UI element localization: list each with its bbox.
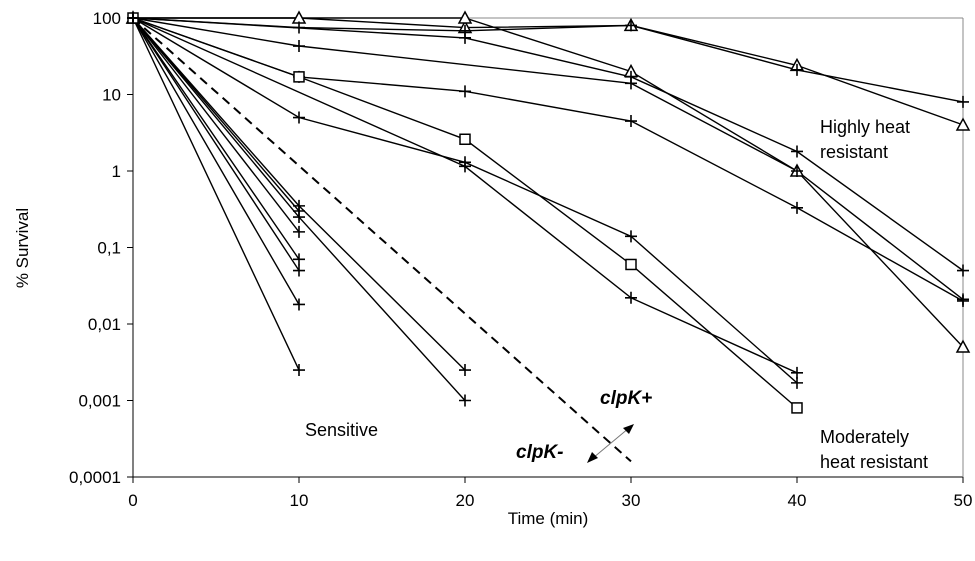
data-point-plus — [293, 21, 305, 34]
y-tick-label: 0,001 — [78, 392, 121, 411]
clpk-arrowhead-up — [623, 424, 634, 434]
data-point-plus — [459, 160, 471, 173]
series-line-16 — [132, 17, 300, 371]
x-tick-label: 40 — [788, 491, 807, 510]
data-point-plus — [957, 264, 969, 277]
data-point-plus — [293, 364, 305, 377]
data-point-plus — [957, 95, 969, 108]
x-ticks: 0 10 20 30 40 50 — [128, 477, 972, 510]
x-tick-label: 0 — [128, 491, 137, 510]
y-tick-label: 0,01 — [88, 315, 121, 334]
data-point-plus — [459, 85, 471, 98]
axes — [132, 17, 964, 478]
data-point-plus — [127, 12, 139, 24]
data-point-plus — [625, 115, 637, 128]
data-point-square — [625, 258, 637, 271]
y-tick-label: 1 — [112, 162, 121, 181]
annotation-sensitive: Sensitive — [305, 420, 378, 440]
data-point-square — [791, 402, 803, 414]
data-point-plus — [625, 19, 637, 32]
data-point-plus — [791, 165, 803, 177]
data-point-plus — [293, 205, 305, 217]
annotation-clpk-minus: clpK- — [516, 442, 564, 463]
data-point-plus — [293, 111, 305, 124]
data-point-plus — [791, 366, 803, 379]
data-point-plus — [293, 253, 305, 266]
series-line-3 — [132, 17, 964, 103]
y-tick-label: 0,1 — [97, 239, 121, 258]
data-point-plus — [791, 145, 803, 158]
annotation-highly-heat-line2: resistant — [820, 142, 888, 162]
data-point-plus — [625, 291, 637, 304]
data-point-plus — [791, 376, 803, 389]
data-point-plus — [957, 293, 969, 306]
x-tick-label: 50 — [954, 491, 973, 510]
clpk-arrowhead-down — [587, 452, 598, 463]
series-line-13 — [132, 17, 300, 260]
x-tick-label: 10 — [290, 491, 309, 510]
clpk-double-arrow — [587, 424, 634, 463]
annotation-clpk-plus: clpK+ — [600, 388, 652, 409]
annotation-highly-heat-line1: Highly heat — [820, 117, 910, 137]
y-ticks: 0,0001 0,001 0,01 0,1 1 10 100 — [69, 9, 133, 487]
data-point-plus — [625, 230, 637, 243]
data-point-plus — [293, 298, 305, 311]
annotation-moderately-line1: Moderately — [820, 427, 909, 447]
series-markers — [125, 10, 971, 414]
data-point-plus — [293, 225, 305, 238]
series-line-10 — [132, 17, 466, 371]
data-point-plus — [459, 31, 471, 44]
data-point-square — [293, 71, 305, 83]
clpk-threshold-dashed-line — [132, 17, 632, 463]
series-line-1 — [133, 17, 964, 126]
y-tick-label: 0,0001 — [69, 468, 121, 487]
data-point-triangle — [955, 117, 971, 131]
series-lines — [132, 17, 964, 463]
clpk-arrow-shaft — [592, 427, 630, 459]
data-point-plus — [791, 201, 803, 214]
x-tick-label: 30 — [622, 491, 641, 510]
x-axis-title: Time (min) — [508, 509, 589, 528]
data-point-triangle — [457, 10, 473, 24]
data-point-triangle — [955, 339, 971, 353]
data-point-plus — [459, 364, 471, 377]
y-tick-label: 10 — [102, 86, 121, 105]
series-line-15 — [132, 17, 300, 305]
data-point-plus — [459, 394, 471, 407]
data-point-square — [459, 133, 471, 146]
series-line-17 — [132, 17, 300, 212]
series-line-7 — [132, 17, 798, 409]
data-point-plus — [625, 77, 637, 90]
data-point-plus — [791, 63, 803, 76]
series-line-12 — [132, 17, 300, 233]
data-point-plus — [293, 264, 305, 277]
annotation-moderately-line2: heat resistant — [820, 452, 928, 472]
series-line-2 — [133, 17, 964, 348]
data-point-plus — [293, 40, 305, 53]
y-tick-label: 100 — [93, 9, 121, 28]
x-tick-label: 20 — [456, 491, 475, 510]
series-line-14 — [132, 17, 300, 271]
y-axis-title: % Survival — [13, 208, 32, 288]
series-line-9 — [132, 17, 798, 374]
